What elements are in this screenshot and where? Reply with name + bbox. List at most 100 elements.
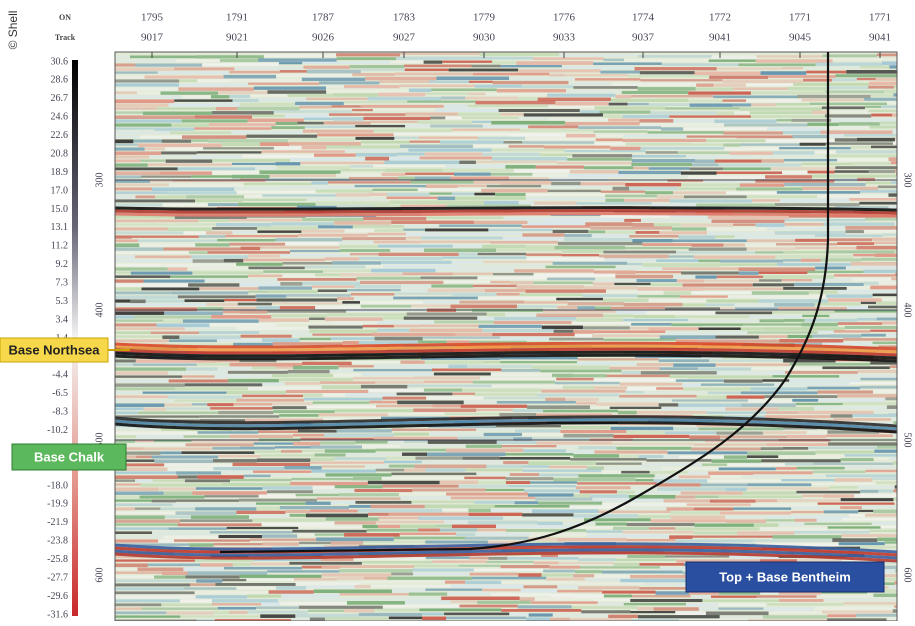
seismic-trace [571,606,638,609]
seismic-trace [355,136,395,140]
seismic-trace [297,121,324,125]
seismic-trace [568,82,612,86]
seismic-trace [741,475,826,478]
seismic-trace [715,363,790,366]
seismic-trace [115,583,191,587]
seismic-trace [783,286,847,290]
seismic-trace [390,248,425,251]
seismic-trace [367,232,406,236]
seismic-trace [225,234,298,238]
seismic-trace [844,326,897,329]
seismic-trace [159,263,237,268]
seismic-trace [807,386,861,390]
seismic-trace [755,223,785,227]
seismic-trace [420,276,478,280]
seismic-trace [425,540,488,544]
seismic-trace [256,502,306,505]
seismic-trace [414,464,487,469]
seismic-trace [814,302,861,306]
seismic-trace [747,451,816,455]
seismic-trace [868,85,895,89]
seismic-trace [437,196,456,201]
seismic-trace [704,279,760,282]
seismic-trace [383,264,462,268]
seismic-trace [831,78,857,82]
seismic-trace [306,97,368,101]
seismic-trace [803,78,832,82]
seismic-trace [115,267,168,271]
seismic-trace [465,580,502,585]
seismic-trace [451,260,484,265]
seismic-trace [204,279,278,282]
seismic-trace [396,392,453,396]
seismic-trace [892,141,897,145]
seismic-trace [115,255,136,258]
seismic-trace [192,271,264,275]
seismic-trace [541,389,626,393]
seismic-trace [229,78,302,83]
seismic-trace [857,177,875,182]
header-label: 1772 [709,12,731,24]
seismic-trace [697,339,780,343]
seismic-trace [537,393,620,397]
seismic-trace [471,64,501,68]
seismic-trace [518,573,542,577]
seismic-trace [468,92,486,96]
seismic-trace [503,217,544,221]
seismic-trace [435,524,452,528]
seismic-trace [302,217,364,222]
seismic-trace [671,399,748,402]
seismic-trace [886,101,897,105]
seismic-trace [567,302,624,306]
seismic-trace [161,603,212,606]
seismic-trace [845,266,897,270]
seismic-trace [637,295,680,298]
seismic-trace [577,482,657,485]
seismic-trace [870,361,897,365]
seismic-trace [528,493,574,497]
seismic-trace [391,220,474,224]
seismic-trace [574,334,593,338]
seismic-trace [115,439,135,443]
seismic-trace [574,78,641,81]
seismic-trace [856,245,897,250]
seismic-trace [115,531,153,535]
seismic-trace [152,479,185,482]
seismic-trace [184,327,237,331]
seismic-trace [872,477,897,480]
seismic-trace [603,250,677,254]
seismic-trace [625,246,689,250]
seismic-trace [706,227,767,231]
seismic-trace [499,356,578,360]
seismic-trace [893,93,897,97]
seismic-trace [403,228,426,231]
seismic-trace [609,366,660,370]
seismic-trace [747,455,779,458]
seismic-trace [477,168,514,173]
seismic-trace [874,253,897,257]
seismic-trace [258,430,298,434]
seismic-trace [519,129,594,132]
seismic-trace [678,403,742,407]
seismic-trace [768,611,822,614]
seismic-trace [115,91,137,95]
seismic-trace [775,467,797,470]
seismic-trace [505,529,586,532]
seismic-trace [408,148,492,152]
seismic-trace [353,296,394,301]
seismic-trace [323,269,372,273]
seismic-trace [626,522,695,527]
seismic-trace [716,67,783,70]
seismic-trace [472,144,509,148]
seismic-trace [758,299,829,303]
seismic-trace [750,155,826,159]
seismic-trace [622,138,707,143]
seismic-trace [776,119,792,122]
seismic-trace [700,483,748,487]
seismic-trace [643,391,708,394]
seismic-trace [801,98,865,102]
seismic-trace [178,87,254,91]
seismic-trace [452,292,497,297]
seismic-trace [400,204,447,208]
seismic-trace [168,371,203,375]
